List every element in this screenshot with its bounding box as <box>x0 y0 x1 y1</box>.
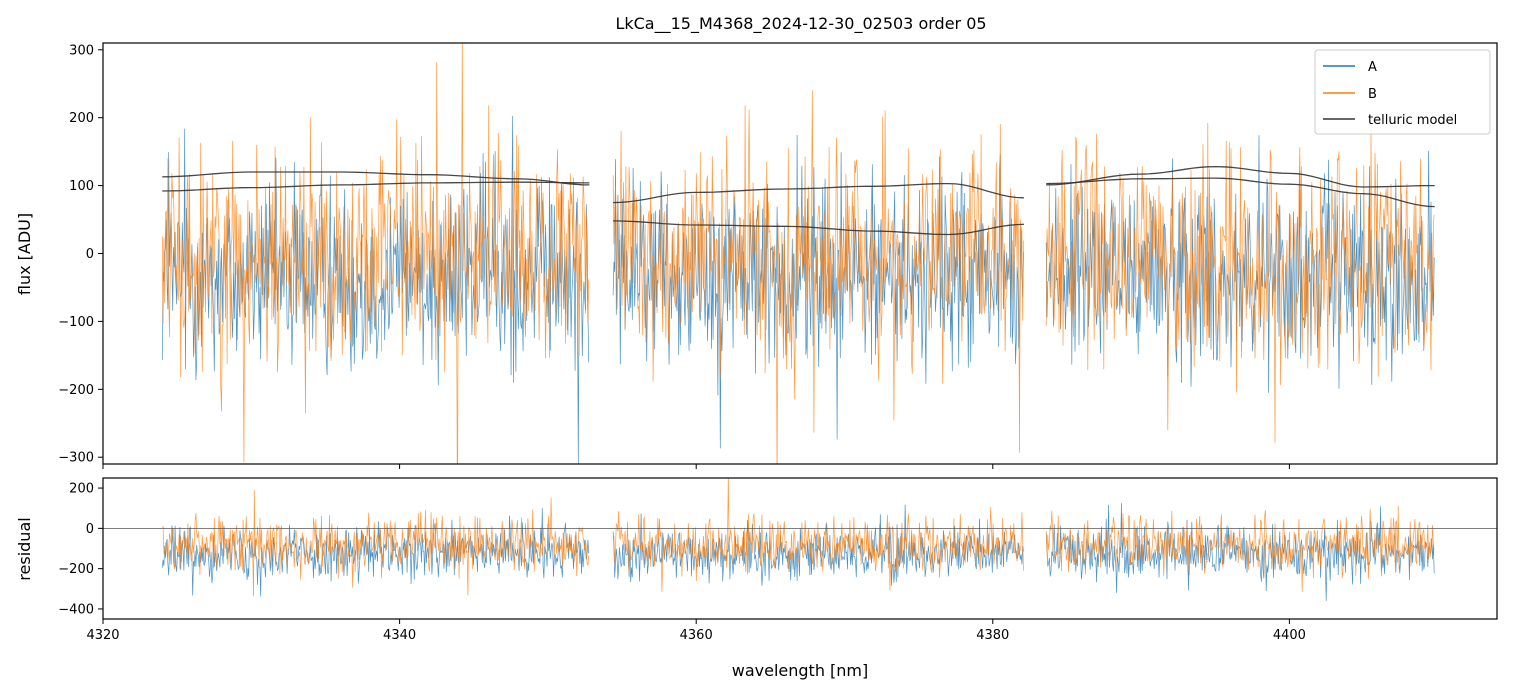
residual-axis-ticks: −400 −200 0 200 4320 4340 4360 4380 4400 <box>58 482 1306 643</box>
residual-ytick-label: 200 <box>69 482 94 497</box>
series-b-segment-2 <box>1045 122 1435 443</box>
telluric-model-curve-1 <box>162 181 590 192</box>
flux-ytick-label: 100 <box>69 179 94 194</box>
wavelength-axis-label: wavelength [nm] <box>732 661 869 680</box>
flux-axis-label: flux [ADU] <box>15 213 34 295</box>
telluric-model-curve-0 <box>162 171 590 186</box>
flux-axis-ticks: −300 −200 −100 0 100 200 300 <box>58 43 1290 469</box>
telluric-model-curve-5 <box>1046 177 1435 208</box>
residual-ytick-label: −400 <box>58 602 94 617</box>
residual-ytick-label: −200 <box>58 562 94 577</box>
legend-box <box>1314 49 1491 135</box>
flux-ytick-label: −100 <box>58 315 94 330</box>
flux-ytick-label: 0 <box>86 247 94 262</box>
flux-ytick-label: 300 <box>69 43 94 58</box>
telluric-model-curve-4 <box>1046 165 1435 188</box>
series-b-segment-0 <box>162 489 590 597</box>
residual-xtick-label: 4360 <box>680 628 713 643</box>
residual-xtick-label: 4380 <box>976 628 1009 643</box>
flux-ytick-label: 200 <box>69 111 94 126</box>
legend-label-a: A <box>1368 60 1377 75</box>
residual-xtick-label: 4320 <box>86 628 119 643</box>
series-b-segment-2 <box>1045 505 1435 592</box>
flux-ytick-label: −200 <box>58 383 94 398</box>
telluric-model-curve-2 <box>613 182 1024 204</box>
flux-plot: −300 −200 −100 0 100 200 300 flux [ADU] A B te… <box>15 42 1498 469</box>
residual-xtick-label: 4400 <box>1273 628 1306 643</box>
series-a-segment-0 <box>161 115 590 464</box>
residual-axis-label: residual <box>15 517 34 580</box>
residual-ytick-label: 0 <box>86 522 94 537</box>
residual-plot: −400 −200 0 200 4320 4340 4360 4380 4400 residua… <box>15 477 1498 680</box>
telluric-model-curve-3 <box>613 220 1024 236</box>
residual-plot-frame <box>102 477 1498 620</box>
flux-ytick-label: −300 <box>58 451 94 466</box>
legend: A B telluric model <box>1314 49 1491 135</box>
legend-label-b: B <box>1368 87 1377 102</box>
series-a-segment-0 <box>161 508 590 597</box>
legend-label-telluric: telluric model <box>1368 113 1457 128</box>
residual-xtick-label: 4340 <box>383 628 416 643</box>
series-b-segment-0 <box>161 43 590 464</box>
flux-plot-frame <box>102 42 1498 465</box>
series-a-segment-2 <box>1045 135 1435 393</box>
chart-title: LkCa__15_M4368_2024-12-30_02503 order 05 <box>615 14 986 34</box>
series-b-segment-1 <box>612 478 1024 592</box>
residual-series <box>103 478 1497 601</box>
flux-series <box>161 43 1435 464</box>
